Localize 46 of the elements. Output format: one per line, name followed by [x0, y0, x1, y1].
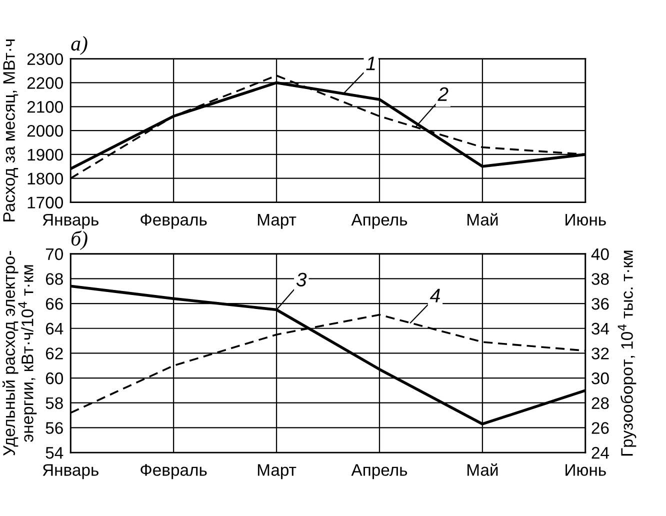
x-tick-label: Январь: [42, 464, 98, 480]
series-label: 2: [438, 87, 448, 101]
x-tick-label: Май: [467, 213, 498, 226]
chart-title: б): [72, 230, 88, 250]
x-tick-label: Июнь: [566, 464, 606, 476]
series-label: 1: [366, 56, 375, 70]
y-tick-label: 2300: [27, 53, 64, 66]
y-tick-label: 2100: [27, 101, 64, 113]
y2-tick-label: 38: [592, 273, 609, 285]
y2-tick-label: 28: [592, 397, 609, 410]
y2-tick-label: 24: [592, 446, 610, 459]
y2-tick-label: 32: [592, 348, 609, 360]
series-label: 4: [430, 288, 440, 302]
x-tick-label: Май: [467, 463, 498, 476]
x-tick-label: Февраль: [140, 464, 207, 480]
y-tick-label: 1700: [28, 196, 64, 208]
y-axis-title: Расход за месяц, МВт·ч: [3, 40, 18, 222]
y-tick-label: 54: [46, 447, 64, 459]
y-tick-label: 66: [46, 298, 63, 310]
y-tick-label: 56: [46, 422, 63, 434]
y-tick-label: 64: [46, 322, 64, 335]
y-tick-label: 1900: [28, 148, 64, 161]
y-tick-label: 58: [46, 397, 63, 410]
y-tick-label: 70: [46, 248, 63, 260]
x-tick-label: Апрель: [351, 464, 408, 480]
y2-tick-label: 34: [592, 322, 610, 335]
x-tick-label: Февраль: [140, 214, 207, 229]
series-label: 3: [296, 272, 307, 286]
x-tick-label: Март: [258, 464, 296, 480]
x-tick-label: Март: [258, 214, 296, 229]
y2-tick-label: 30: [592, 372, 609, 384]
y2-tick-label: 40: [591, 248, 609, 260]
y-tick-label: 68: [46, 273, 63, 285]
y-tick-label: 1800: [28, 172, 64, 185]
x-tick-label: Июнь: [566, 214, 606, 226]
x-tick-label: Январь: [42, 214, 98, 229]
y2-axis-title: Грузооборот, 10$^{4}$ тыс. т·км: [618, 250, 636, 456]
y-axis-title: Удельный расход электро- энергии, кВт·ч/10$^{4}$ т·км: [2, 251, 37, 456]
chart-title: а): [71, 36, 88, 55]
y-tick-label: 60: [46, 372, 63, 384]
y2-tick-label: 36: [592, 298, 609, 310]
y-tick-label: 62: [46, 348, 63, 360]
x-tick-label: Апрель: [351, 214, 408, 229]
y-tick-label: 2200: [27, 77, 64, 89]
y-tick-label: 2000: [27, 124, 64, 137]
y2-tick-label: 26: [592, 422, 609, 434]
